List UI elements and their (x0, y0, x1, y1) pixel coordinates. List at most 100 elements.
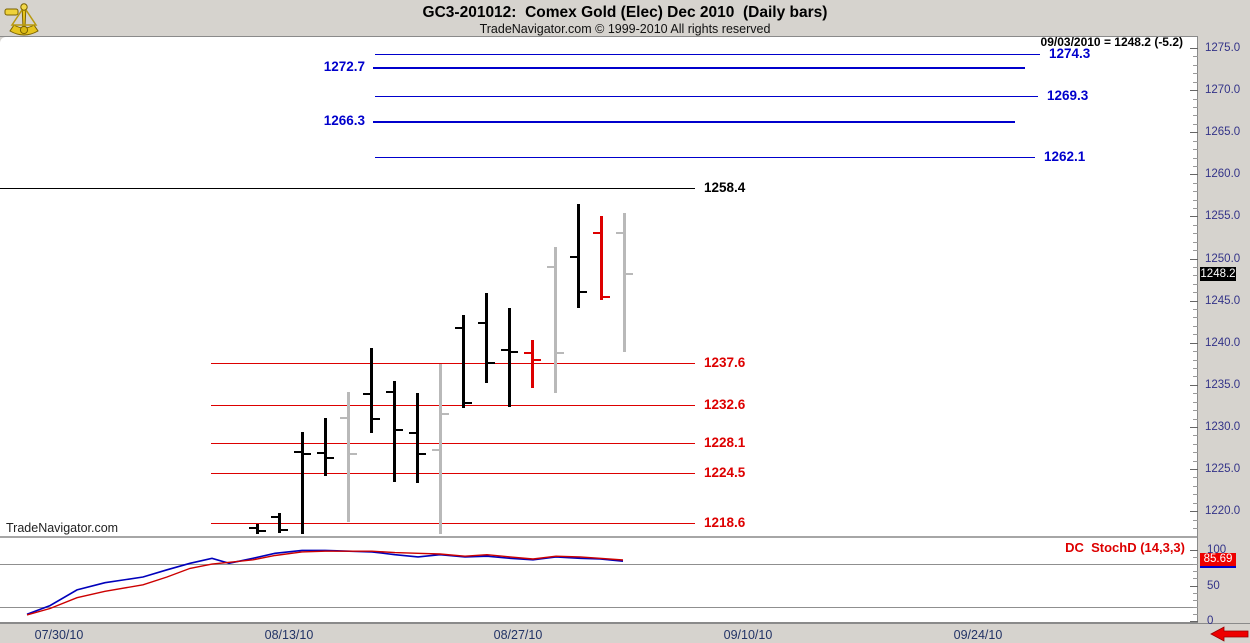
date-label: 07/30/10 (34, 628, 84, 642)
ohlc-bar (416, 393, 420, 484)
bar-close-tick (556, 351, 564, 354)
level-line-1258.4 (0, 187, 695, 189)
price-major-tick (1190, 132, 1198, 134)
price-minor-tick (1193, 224, 1198, 226)
ohlc-bar (324, 417, 328, 476)
bar-open-tick (592, 232, 600, 235)
ohlc-bar (278, 512, 282, 533)
gold-sextant-logo-icon (4, 3, 39, 36)
indicator-bottom-border (0, 622, 1198, 623)
price-minor-tick (1193, 477, 1198, 479)
panel-divider (0, 536, 1198, 538)
bar-close-tick (281, 528, 289, 531)
level-label-1274.3: 1274.3 (1049, 46, 1091, 61)
price-minor-tick (1193, 241, 1198, 243)
price-minor-tick (1193, 410, 1198, 412)
price-minor-tick (1193, 199, 1198, 201)
last-quote-info: 09/03/2010 = 1248.2 (-5.2) (1040, 35, 1183, 49)
stoch-minor-tick (1193, 556, 1198, 558)
bar-open-tick (432, 448, 440, 451)
price-minor-tick (1193, 140, 1198, 142)
ohlc-bar (393, 380, 397, 482)
price-minor-tick (1193, 485, 1198, 487)
stoch-minor-tick (1193, 578, 1198, 580)
indicator-label: DC StochD (14,3,3) (1065, 540, 1185, 555)
watermark: TradeNavigator.com (6, 521, 119, 535)
level-label-1269.3: 1269.3 (1047, 88, 1089, 103)
bar-close-tick (533, 359, 541, 362)
level-line-1237.6 (211, 362, 695, 365)
level-line-1272.7 (373, 67, 1025, 69)
price-minor-tick (1193, 494, 1198, 496)
price-minor-tick (1193, 334, 1198, 336)
bar-close-tick (442, 413, 450, 416)
price-minor-tick (1193, 115, 1198, 117)
price-tick-label: 1255.0 (1205, 210, 1241, 222)
ohlc-bar (553, 246, 557, 394)
date-label: 08/13/10 (264, 628, 314, 642)
price-axis[interactable] (1198, 0, 1250, 643)
ohlc-bar (622, 213, 626, 352)
last-price-marker: 1248.2 (1200, 267, 1236, 281)
stoch-minor-tick (1193, 614, 1198, 616)
price-tick-label: 1235.0 (1205, 379, 1241, 391)
stoch-major-tick (1190, 621, 1198, 623)
ohlc-bar (507, 308, 511, 407)
stoch-minor-tick (1193, 592, 1198, 594)
bar-close-tick (465, 402, 472, 405)
level-label-1262.1: 1262.1 (1044, 149, 1086, 164)
level-line-1274.3 (375, 53, 1040, 56)
price-axis-border (1197, 37, 1198, 623)
chart-canvas[interactable] (0, 37, 1198, 623)
price-minor-tick (1193, 191, 1198, 193)
indicator-gridline (0, 607, 1198, 609)
price-major-tick (1190, 469, 1198, 470)
bar-open-tick (294, 451, 302, 454)
price-minor-tick (1193, 460, 1198, 462)
bar-close-tick (373, 418, 381, 421)
price-major-tick (1190, 511, 1198, 513)
bar-open-tick (409, 431, 417, 434)
ohlc-bar (530, 340, 534, 389)
price-major-tick (1190, 174, 1198, 176)
date-label: 08/27/10 (493, 628, 543, 642)
stoch-major-tick (1190, 549, 1198, 551)
price-tick-label: 1270.0 (1205, 84, 1241, 96)
price-minor-tick (1193, 149, 1198, 150)
price-tick-label: 1225.0 (1205, 463, 1241, 475)
bar-open-tick (615, 232, 623, 235)
ohlc-bar (347, 392, 351, 523)
bar-open-tick (478, 322, 485, 325)
price-minor-tick (1193, 452, 1198, 454)
indicator-gridline (0, 564, 1198, 566)
stoch-tick-label: 0 (1207, 615, 1214, 627)
price-minor-tick (1193, 502, 1198, 504)
bar-close-tick (350, 452, 358, 455)
price-minor-tick (1193, 73, 1198, 75)
price-tick-label: 1220.0 (1205, 505, 1241, 517)
bar-open-tick (340, 416, 348, 419)
level-label-1266.3: 1266.3 (323, 113, 365, 128)
date-axis[interactable]: 07/30/10 08/13/10 08/27/10 09/10/10 09/24/10 (0, 623, 1250, 643)
price-minor-tick (1193, 443, 1198, 445)
level-label-1272.7: 1272.7 (323, 59, 365, 74)
price-tick-label: 1265.0 (1205, 126, 1241, 138)
price-minor-tick (1193, 325, 1198, 327)
price-minor-tick (1193, 165, 1198, 167)
price-tick-label: 1245.0 (1205, 295, 1241, 307)
level-label-1258.4: 1258.4 (704, 180, 746, 195)
ohlc-bar (485, 293, 488, 384)
price-major-tick (1190, 426, 1198, 428)
bar-close-tick (327, 457, 335, 460)
price-major-tick (1190, 48, 1198, 49)
scroll-left-arrow-button[interactable] (1210, 626, 1250, 642)
price-minor-tick (1193, 250, 1198, 252)
price-minor-tick (1193, 56, 1198, 58)
price-minor-tick (1193, 309, 1198, 310)
bar-close-tick (510, 351, 518, 353)
ohlc-bar (599, 216, 603, 300)
level-label-1218.6: 1218.6 (704, 515, 746, 530)
bar-open-tick (271, 516, 279, 518)
price-tick-label: 1230.0 (1205, 421, 1241, 433)
price-minor-tick (1193, 376, 1198, 378)
